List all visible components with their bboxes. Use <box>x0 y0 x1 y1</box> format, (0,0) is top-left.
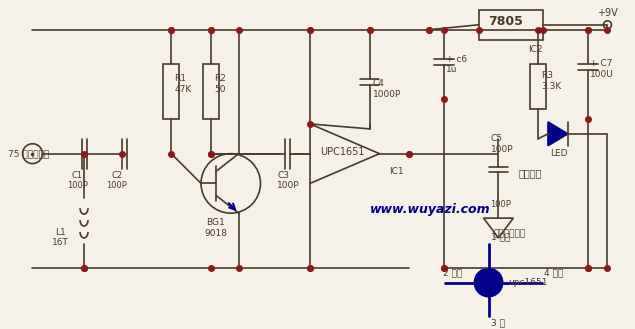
Text: C1
100P: C1 100P <box>67 170 88 190</box>
Text: www.wuyazi.com: www.wuyazi.com <box>370 203 490 216</box>
Polygon shape <box>548 122 568 146</box>
Text: UPC1651: UPC1651 <box>320 147 364 157</box>
Text: + C7
100U: + C7 100U <box>590 60 613 79</box>
Text: C4
1000P: C4 1000P <box>373 79 401 99</box>
Text: R1
47K: R1 47K <box>174 74 192 94</box>
Text: + c6
1u: + c6 1u <box>446 55 467 74</box>
Circle shape <box>474 269 502 296</box>
Text: 7805: 7805 <box>488 15 523 28</box>
FancyBboxPatch shape <box>530 64 546 109</box>
Text: IC2: IC2 <box>528 45 543 54</box>
Text: C3
100P: C3 100P <box>277 170 300 190</box>
Text: 3 地: 3 地 <box>491 318 505 327</box>
Text: L1
16T: L1 16T <box>52 228 69 247</box>
Text: LED: LED <box>550 149 568 158</box>
Text: upc1651: upc1651 <box>509 278 548 287</box>
Text: 100P: 100P <box>490 200 511 209</box>
Text: BG1
9018: BG1 9018 <box>204 218 227 238</box>
Text: R2
50: R2 50 <box>214 74 226 94</box>
Text: 发射天线: 发射天线 <box>518 168 542 179</box>
Text: 4 输出: 4 输出 <box>544 268 563 278</box>
Text: 1 电源: 1 电源 <box>491 232 511 241</box>
Text: 2 输入: 2 输入 <box>443 268 462 278</box>
FancyBboxPatch shape <box>203 64 219 119</box>
Text: R3
3.3K: R3 3.3K <box>541 71 561 91</box>
Text: 75 欧姆电缆线: 75 欧姆电缆线 <box>8 149 49 158</box>
Text: IC1: IC1 <box>389 166 404 176</box>
FancyBboxPatch shape <box>163 64 179 119</box>
Text: 型号有字符面: 型号有字符面 <box>493 229 526 238</box>
Text: C2
100P: C2 100P <box>106 170 127 190</box>
FancyBboxPatch shape <box>479 10 543 40</box>
Text: +9V: +9V <box>597 8 618 18</box>
Text: C5
100P: C5 100P <box>490 134 513 154</box>
